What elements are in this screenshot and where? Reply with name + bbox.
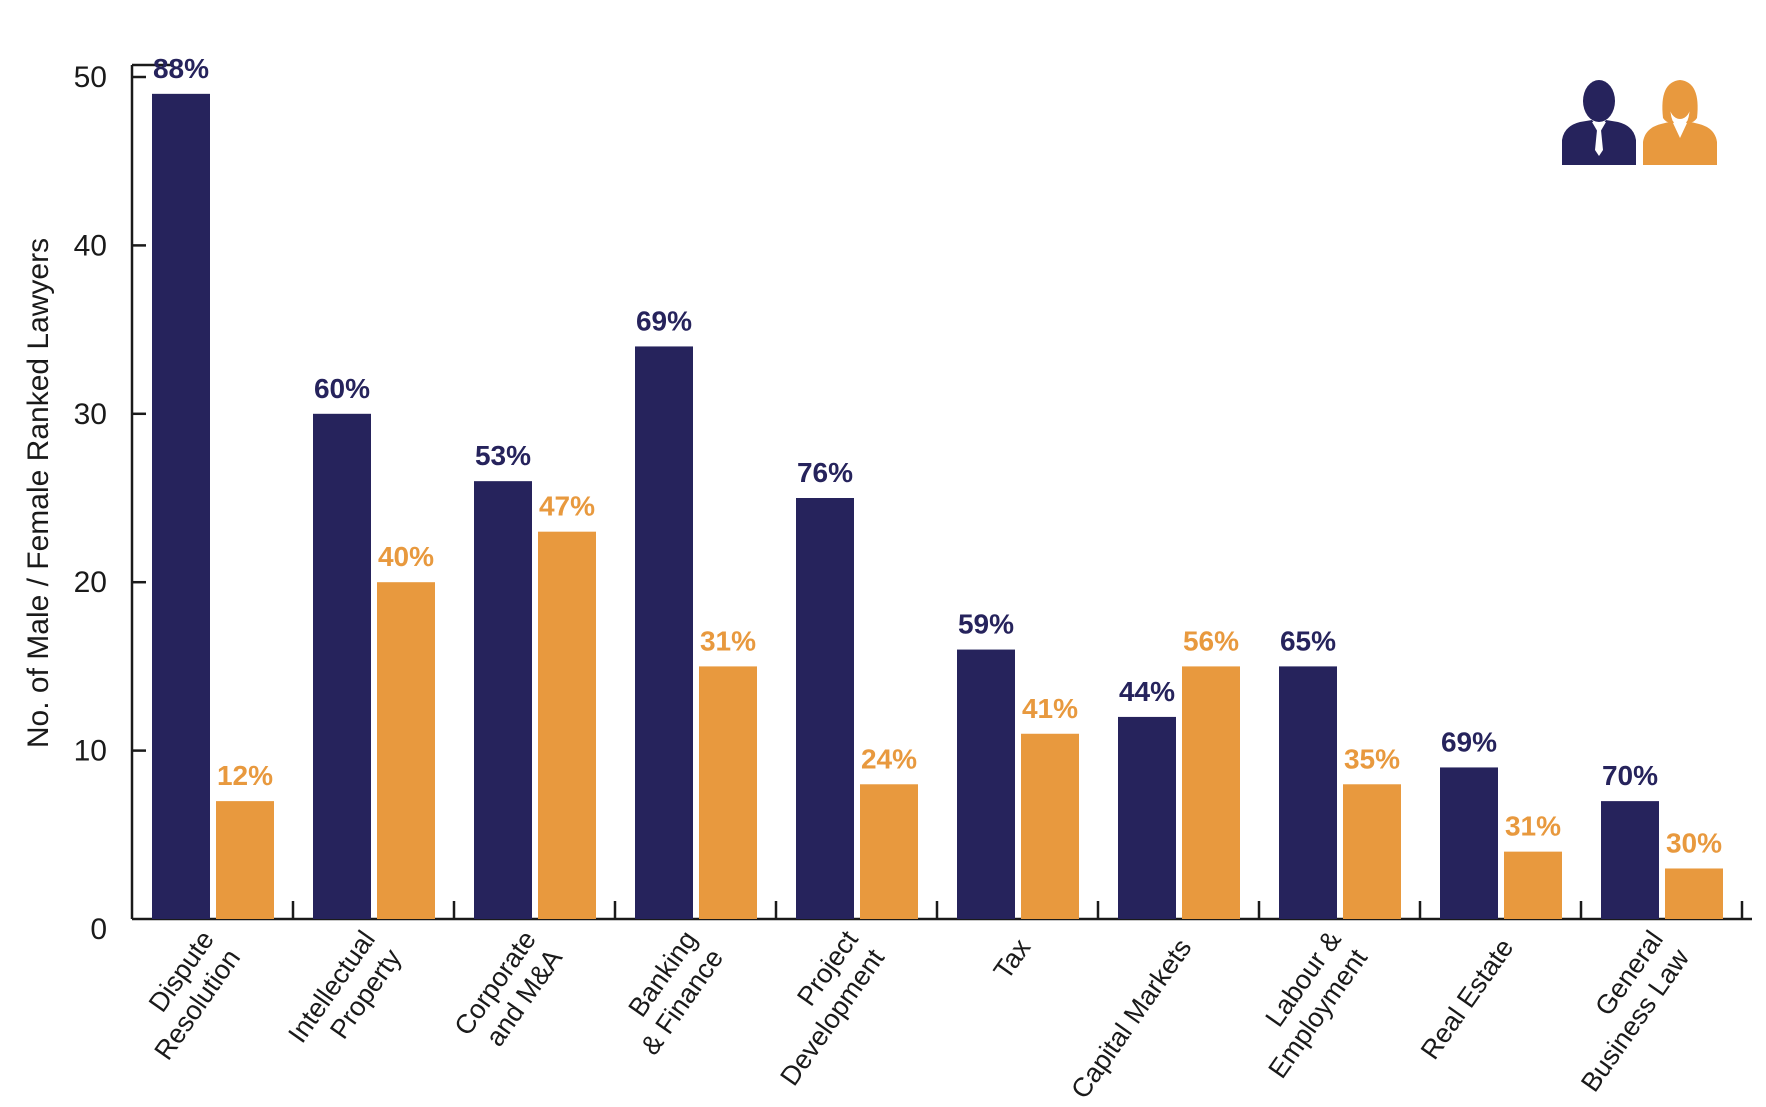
category-label: Banking& Finance	[609, 925, 730, 1060]
bar-female	[538, 531, 596, 919]
data-label-female: 47%	[539, 491, 595, 522]
bar-female	[1665, 868, 1723, 919]
data-label-male: 53%	[475, 440, 531, 471]
data-label-male: 88%	[153, 53, 209, 84]
data-label-female: 41%	[1022, 693, 1078, 724]
data-label-male: 44%	[1119, 676, 1175, 707]
data-label-female: 24%	[861, 743, 917, 774]
legend	[1562, 80, 1717, 165]
y-tick-label: 30	[74, 398, 107, 431]
bar-female	[1021, 733, 1079, 919]
bar-male	[1279, 666, 1337, 919]
data-label-male: 65%	[1280, 625, 1336, 656]
y-tick-label: 40	[74, 229, 107, 262]
data-label-female: 30%	[1666, 827, 1722, 858]
category-label-line: Capital Markets	[1065, 933, 1197, 1102]
bar-female	[1182, 666, 1240, 919]
bar-female	[216, 801, 274, 919]
bar-male	[152, 93, 210, 920]
bar-male	[1601, 801, 1659, 919]
data-label-male: 70%	[1602, 760, 1658, 791]
y-tick-label: 50	[74, 61, 107, 94]
category-label: GeneralBusiness Law	[1549, 925, 1696, 1097]
male-person-icon	[1562, 80, 1636, 165]
data-label-male: 76%	[797, 457, 853, 488]
category-label: ProjectDevelopment	[748, 925, 890, 1091]
bar-female	[699, 666, 757, 919]
data-label-female: 56%	[1183, 625, 1239, 656]
bar-male	[1440, 767, 1498, 919]
y-tick-label: 10	[74, 735, 107, 768]
data-label-female: 40%	[378, 541, 434, 572]
data-label-female: 12%	[217, 760, 273, 791]
bar-male	[796, 498, 854, 919]
category-labels: DisputeResolution IntellectualProperty Cor…	[122, 925, 1696, 1104]
category-label: IntellectualProperty	[282, 925, 407, 1067]
bar-female	[1504, 851, 1562, 919]
data-label-male: 69%	[1441, 726, 1497, 757]
category-label: Real Estate	[1415, 933, 1520, 1065]
y-tick-label: 0	[90, 913, 107, 946]
category-label: Capital Markets	[1065, 933, 1197, 1102]
data-labels: 88% 12% 60% 40% 53% 47% 69% 31% 76% 24% 59% 41% 44% 5…	[153, 53, 1722, 859]
y-tick-label: 20	[74, 566, 107, 599]
data-label-male: 69%	[636, 305, 692, 336]
category-label: DisputeResolution	[122, 925, 246, 1065]
data-label-female: 31%	[1505, 811, 1561, 842]
category-label-line: Tax	[988, 933, 1037, 985]
bar-female	[860, 784, 918, 919]
category-label: Corporateand M&A	[448, 925, 568, 1059]
bar-male	[313, 413, 371, 919]
bar-male	[1118, 716, 1176, 919]
female-person-icon	[1643, 80, 1717, 165]
category-label-line: Real Estate	[1415, 933, 1520, 1065]
bar-male	[474, 481, 532, 919]
data-label-female: 31%	[700, 625, 756, 656]
bars	[152, 93, 1723, 920]
data-label-male: 60%	[314, 373, 370, 404]
bar-female	[1343, 784, 1401, 919]
data-label-male: 59%	[958, 609, 1014, 640]
y-axis-title: No. of Male / Female Ranked Lawyers	[22, 238, 55, 748]
category-label: Labour &Employment	[1236, 925, 1373, 1084]
category-label: Tax	[988, 933, 1037, 985]
bar-male	[635, 346, 693, 919]
bar-male	[957, 649, 1015, 919]
bar-female	[377, 582, 435, 919]
data-label-female: 35%	[1344, 743, 1400, 774]
